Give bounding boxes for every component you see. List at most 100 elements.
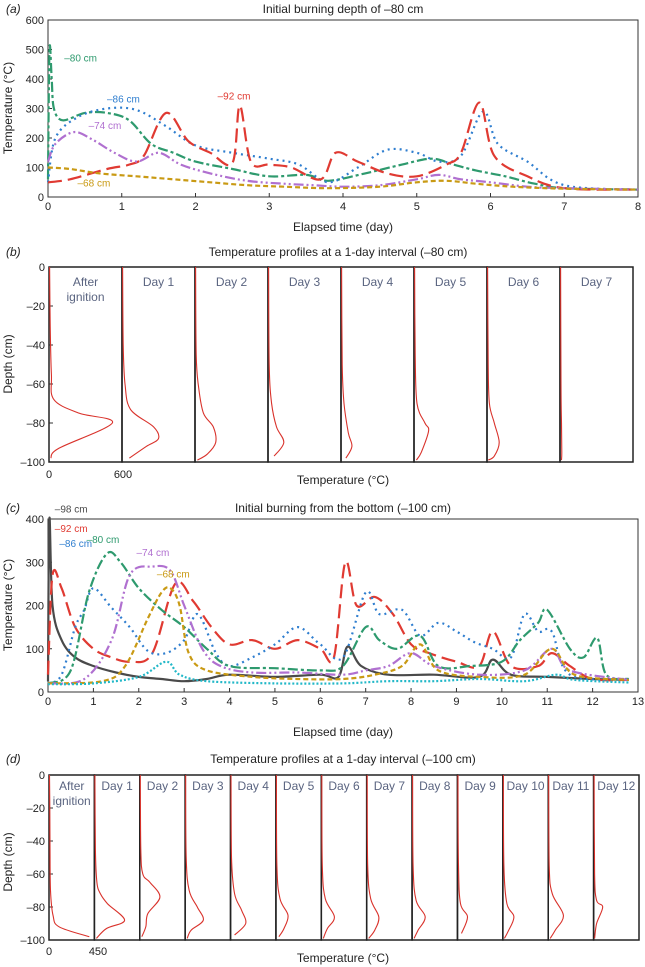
panel-c-letter: (c)	[6, 501, 20, 515]
series-annotation: –68 cm	[157, 569, 190, 580]
profile-frame	[486, 266, 561, 463]
panel-d: (d) Temperature profiles at a 1-day inte…	[1, 752, 640, 965]
y-tick-label: 200	[26, 133, 44, 145]
panel-c-x-ticks: 0 1 2 3 4 5 6 7 8 9 10 11 12 13	[45, 688, 644, 708]
y-tick-label: 600	[26, 15, 44, 27]
profile-frame	[456, 774, 504, 941]
profile-line	[593, 774, 604, 939]
profile-line	[195, 266, 217, 461]
profile-frame	[320, 774, 368, 941]
profile-line	[94, 774, 126, 939]
series-line-1	[46, 560, 629, 682]
y-tick-label: –80	[27, 902, 45, 914]
profile-line	[341, 266, 353, 459]
profile-label: After	[73, 275, 98, 289]
panel-b: (b) Temperature profiles at a 1-day inte…	[1, 245, 634, 487]
x-tick-label: 0	[45, 696, 51, 708]
panel-a-xlabel: Elapsed time (day)	[293, 220, 393, 234]
profile-line	[502, 774, 515, 939]
y-tick-label: –60	[27, 869, 45, 881]
x-tick-label: 10	[496, 696, 508, 708]
y-tick-label: 200	[26, 601, 44, 613]
y-tick-label: –40	[27, 340, 45, 352]
profile-label: Day 12	[597, 779, 635, 793]
panel-b-xlabel: Temperature (°C)	[297, 473, 389, 487]
profile-subpanel: Day 4	[340, 266, 415, 463]
x-tick-label: 13	[632, 696, 644, 708]
profile-frame	[93, 774, 141, 941]
panel-c: (c) Initial burning from the bottom (–10…	[1, 501, 644, 739]
series-line-0	[46, 44, 639, 191]
profile-label: Day 8	[419, 779, 451, 793]
profile-subpanel: Day 3	[267, 266, 342, 463]
panel-d-xtick-max: 450	[89, 946, 107, 958]
profile-frame	[411, 774, 459, 941]
profile-label: Day 1	[101, 779, 133, 793]
profile-subpanel: Day 2	[194, 266, 269, 463]
panel-c-title: Initial burning from the bottom (–100 cm…	[235, 501, 451, 515]
series-line-3	[47, 550, 630, 685]
x-tick-label: 4	[226, 696, 232, 708]
x-tick-label: 2	[136, 696, 142, 708]
series-annotation: –98 cm	[55, 505, 88, 516]
profile-frame	[502, 774, 549, 941]
series-line-4	[47, 564, 630, 685]
profile-label: Day 10	[507, 779, 545, 793]
profile-subpanel: Day 4	[229, 774, 277, 941]
profile-line	[139, 774, 161, 937]
profile-label: Day 4	[362, 275, 394, 289]
y-tick-label: 100	[26, 644, 44, 656]
profile-line	[49, 266, 113, 459]
y-tick-label: 400	[26, 74, 44, 86]
profile-subpanel: Day 6	[320, 774, 368, 941]
panel-b-xtick-min: 0	[46, 469, 52, 481]
panel-c-y-ticks: 0 100 200 300 400	[26, 514, 52, 699]
profile-label: ignition	[66, 290, 104, 304]
profile-line	[414, 266, 430, 461]
profile-label: Day 1	[143, 275, 175, 289]
series-line-2	[47, 587, 629, 685]
panel-c-xlabel: Elapsed time (day)	[293, 725, 393, 739]
profile-label: Day 6	[328, 779, 360, 793]
profile-label: Day 9	[464, 779, 496, 793]
series-annotation: –80 cm	[87, 535, 120, 546]
series-annotation: –86 cm	[107, 95, 140, 106]
x-tick-label: 4	[340, 201, 346, 213]
profile-frame	[194, 266, 269, 463]
profile-line	[548, 774, 564, 939]
y-tick-label: 500	[26, 45, 44, 57]
profile-frame	[184, 774, 232, 941]
y-tick-label: –20	[27, 301, 45, 313]
profile-label: Day 3	[192, 779, 224, 793]
y-tick-label: –40	[27, 836, 45, 848]
x-tick-label: 2	[192, 201, 198, 213]
x-tick-label: 5	[272, 696, 278, 708]
y-tick-label: 0	[38, 687, 44, 699]
profile-subpanel: Day 7	[365, 774, 413, 941]
panel-b-xtick-max: 600	[114, 469, 132, 481]
y-tick-label: –20	[27, 803, 45, 815]
series-line-4	[47, 166, 639, 191]
series-line-1	[46, 106, 639, 191]
profile-subpanel: Day 1	[121, 266, 196, 463]
panel-b-ylabel: Depth (cm)	[1, 334, 15, 393]
profile-line	[412, 774, 426, 939]
profile-label: ignition	[53, 794, 91, 808]
panel-a-ylabel: Temperature (°C)	[1, 62, 15, 154]
profile-label: Day 11	[552, 779, 589, 793]
profile-label: Day 2	[147, 779, 179, 793]
profile-line	[268, 266, 285, 457]
y-tick-label: 0	[39, 262, 45, 274]
x-tick-label: 6	[317, 696, 323, 708]
profile-line	[122, 266, 160, 459]
y-tick-label: 0	[38, 192, 44, 204]
y-tick-label: –60	[27, 379, 45, 391]
panel-a-x-ticks: 0 1 2 3 4 5 6 7 8	[45, 193, 641, 213]
x-tick-label: 12	[586, 696, 598, 708]
profile-subpanel: Day 5	[275, 774, 323, 941]
y-tick-label: 300	[26, 557, 44, 569]
series-line-2	[47, 101, 639, 191]
profile-frame	[365, 774, 413, 941]
panel-c-annotations: –98 cm –92 cm –86 cm–80 cm –74 cm –68 cm	[55, 505, 190, 581]
